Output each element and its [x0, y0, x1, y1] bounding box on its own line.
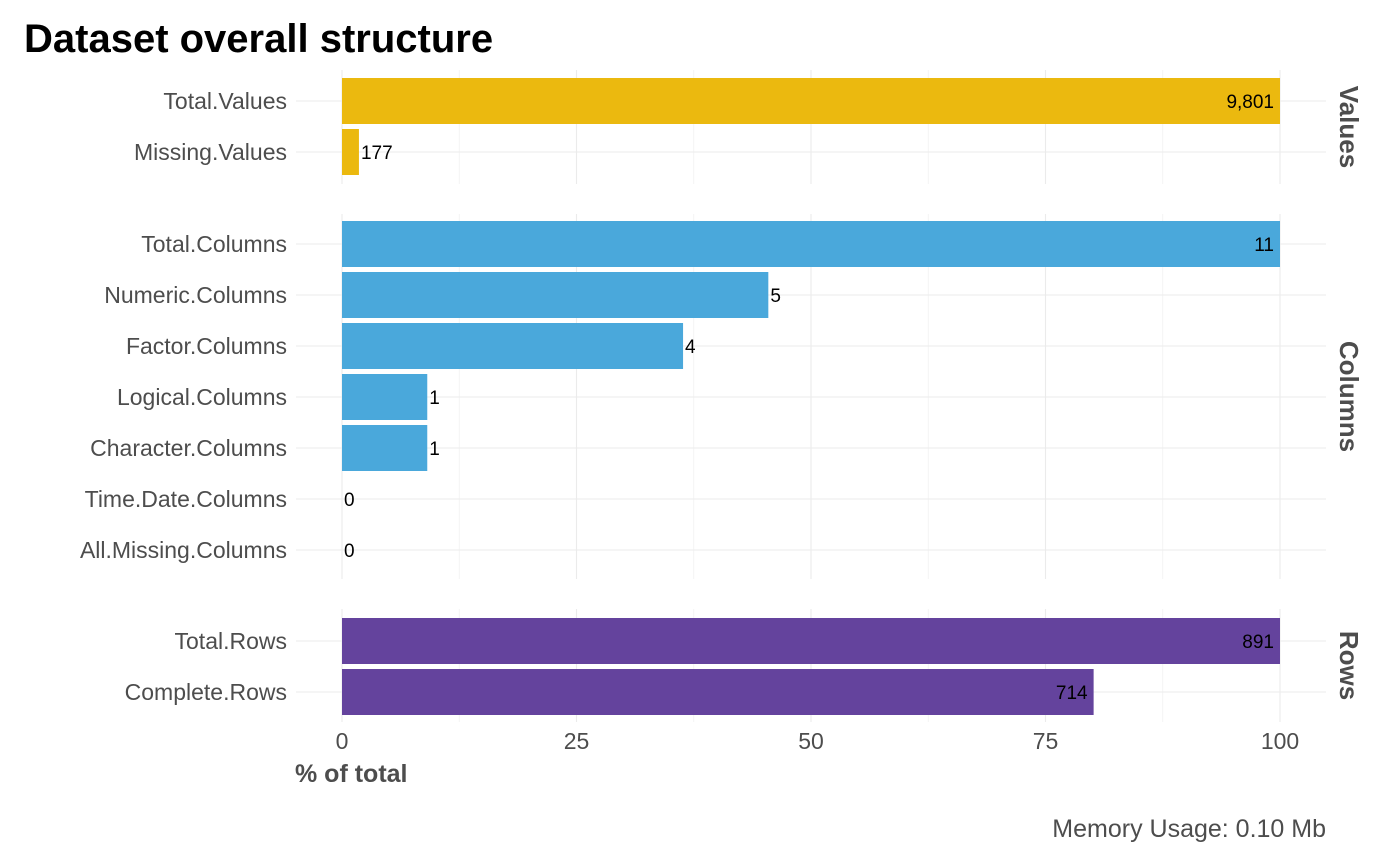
data-label: 5	[770, 286, 781, 307]
facet-panel-rows: Total.Rows Complete.Rows 891 714 Rows	[125, 609, 1364, 722]
data-label: 714	[1056, 683, 1088, 704]
data-label: 891	[1242, 632, 1274, 653]
facet-panels: Total.Values Missing.Values 9,801 177 Values…	[80, 70, 1364, 722]
data-label: 177	[361, 143, 393, 164]
category-label: All.Missing.Columns	[80, 537, 287, 563]
facet-panel-columns: Total.Columns Numeric.Columns Factor.Colum…	[80, 214, 1364, 579]
category-label: Time.Date.Columns	[85, 486, 287, 512]
data-label: 9,801	[1226, 92, 1274, 113]
data-label: 1	[429, 439, 440, 460]
data-label: 4	[685, 337, 696, 358]
data-label: 1	[429, 388, 440, 409]
bar	[342, 425, 428, 471]
bar	[342, 618, 1280, 664]
bar	[342, 78, 1280, 124]
facet-panel-values: Total.Values Missing.Values 9,801 177 Values	[134, 70, 1364, 184]
chart-title: Dataset overall structure	[24, 17, 493, 61]
caption: Memory Usage: 0.10 Mb	[1052, 815, 1326, 843]
category-label: Factor.Columns	[126, 333, 287, 359]
category-label: Character.Columns	[90, 435, 287, 461]
data-label: 0	[344, 490, 355, 511]
category-label: Numeric.Columns	[104, 282, 287, 308]
x-tick-label: 50	[798, 728, 824, 754]
bar	[342, 669, 1094, 715]
x-tick-label: 100	[1261, 728, 1299, 754]
bar	[342, 272, 769, 318]
bar	[342, 374, 428, 420]
category-label: Missing.Values	[134, 139, 287, 165]
bar	[342, 323, 684, 369]
category-label: Total.Rows	[175, 628, 287, 654]
x-tick-label: 0	[336, 728, 349, 754]
category-label: Complete.Rows	[125, 679, 287, 705]
facet-strip-label: Values	[1334, 86, 1364, 168]
x-axis: 0 25 50 75 100	[336, 728, 1300, 754]
category-label: Total.Columns	[141, 231, 287, 257]
x-axis-title: % of total	[295, 760, 408, 788]
data-label: 0	[344, 541, 355, 562]
facet-strip-label: Rows	[1334, 631, 1364, 700]
bar	[342, 221, 1280, 267]
data-label: 11	[1254, 235, 1274, 256]
x-tick-label: 25	[564, 728, 590, 754]
category-label: Total.Values	[163, 88, 287, 114]
category-label: Logical.Columns	[117, 384, 287, 410]
bar	[342, 129, 359, 175]
facet-strip-label: Columns	[1334, 341, 1364, 452]
x-tick-label: 75	[1033, 728, 1059, 754]
